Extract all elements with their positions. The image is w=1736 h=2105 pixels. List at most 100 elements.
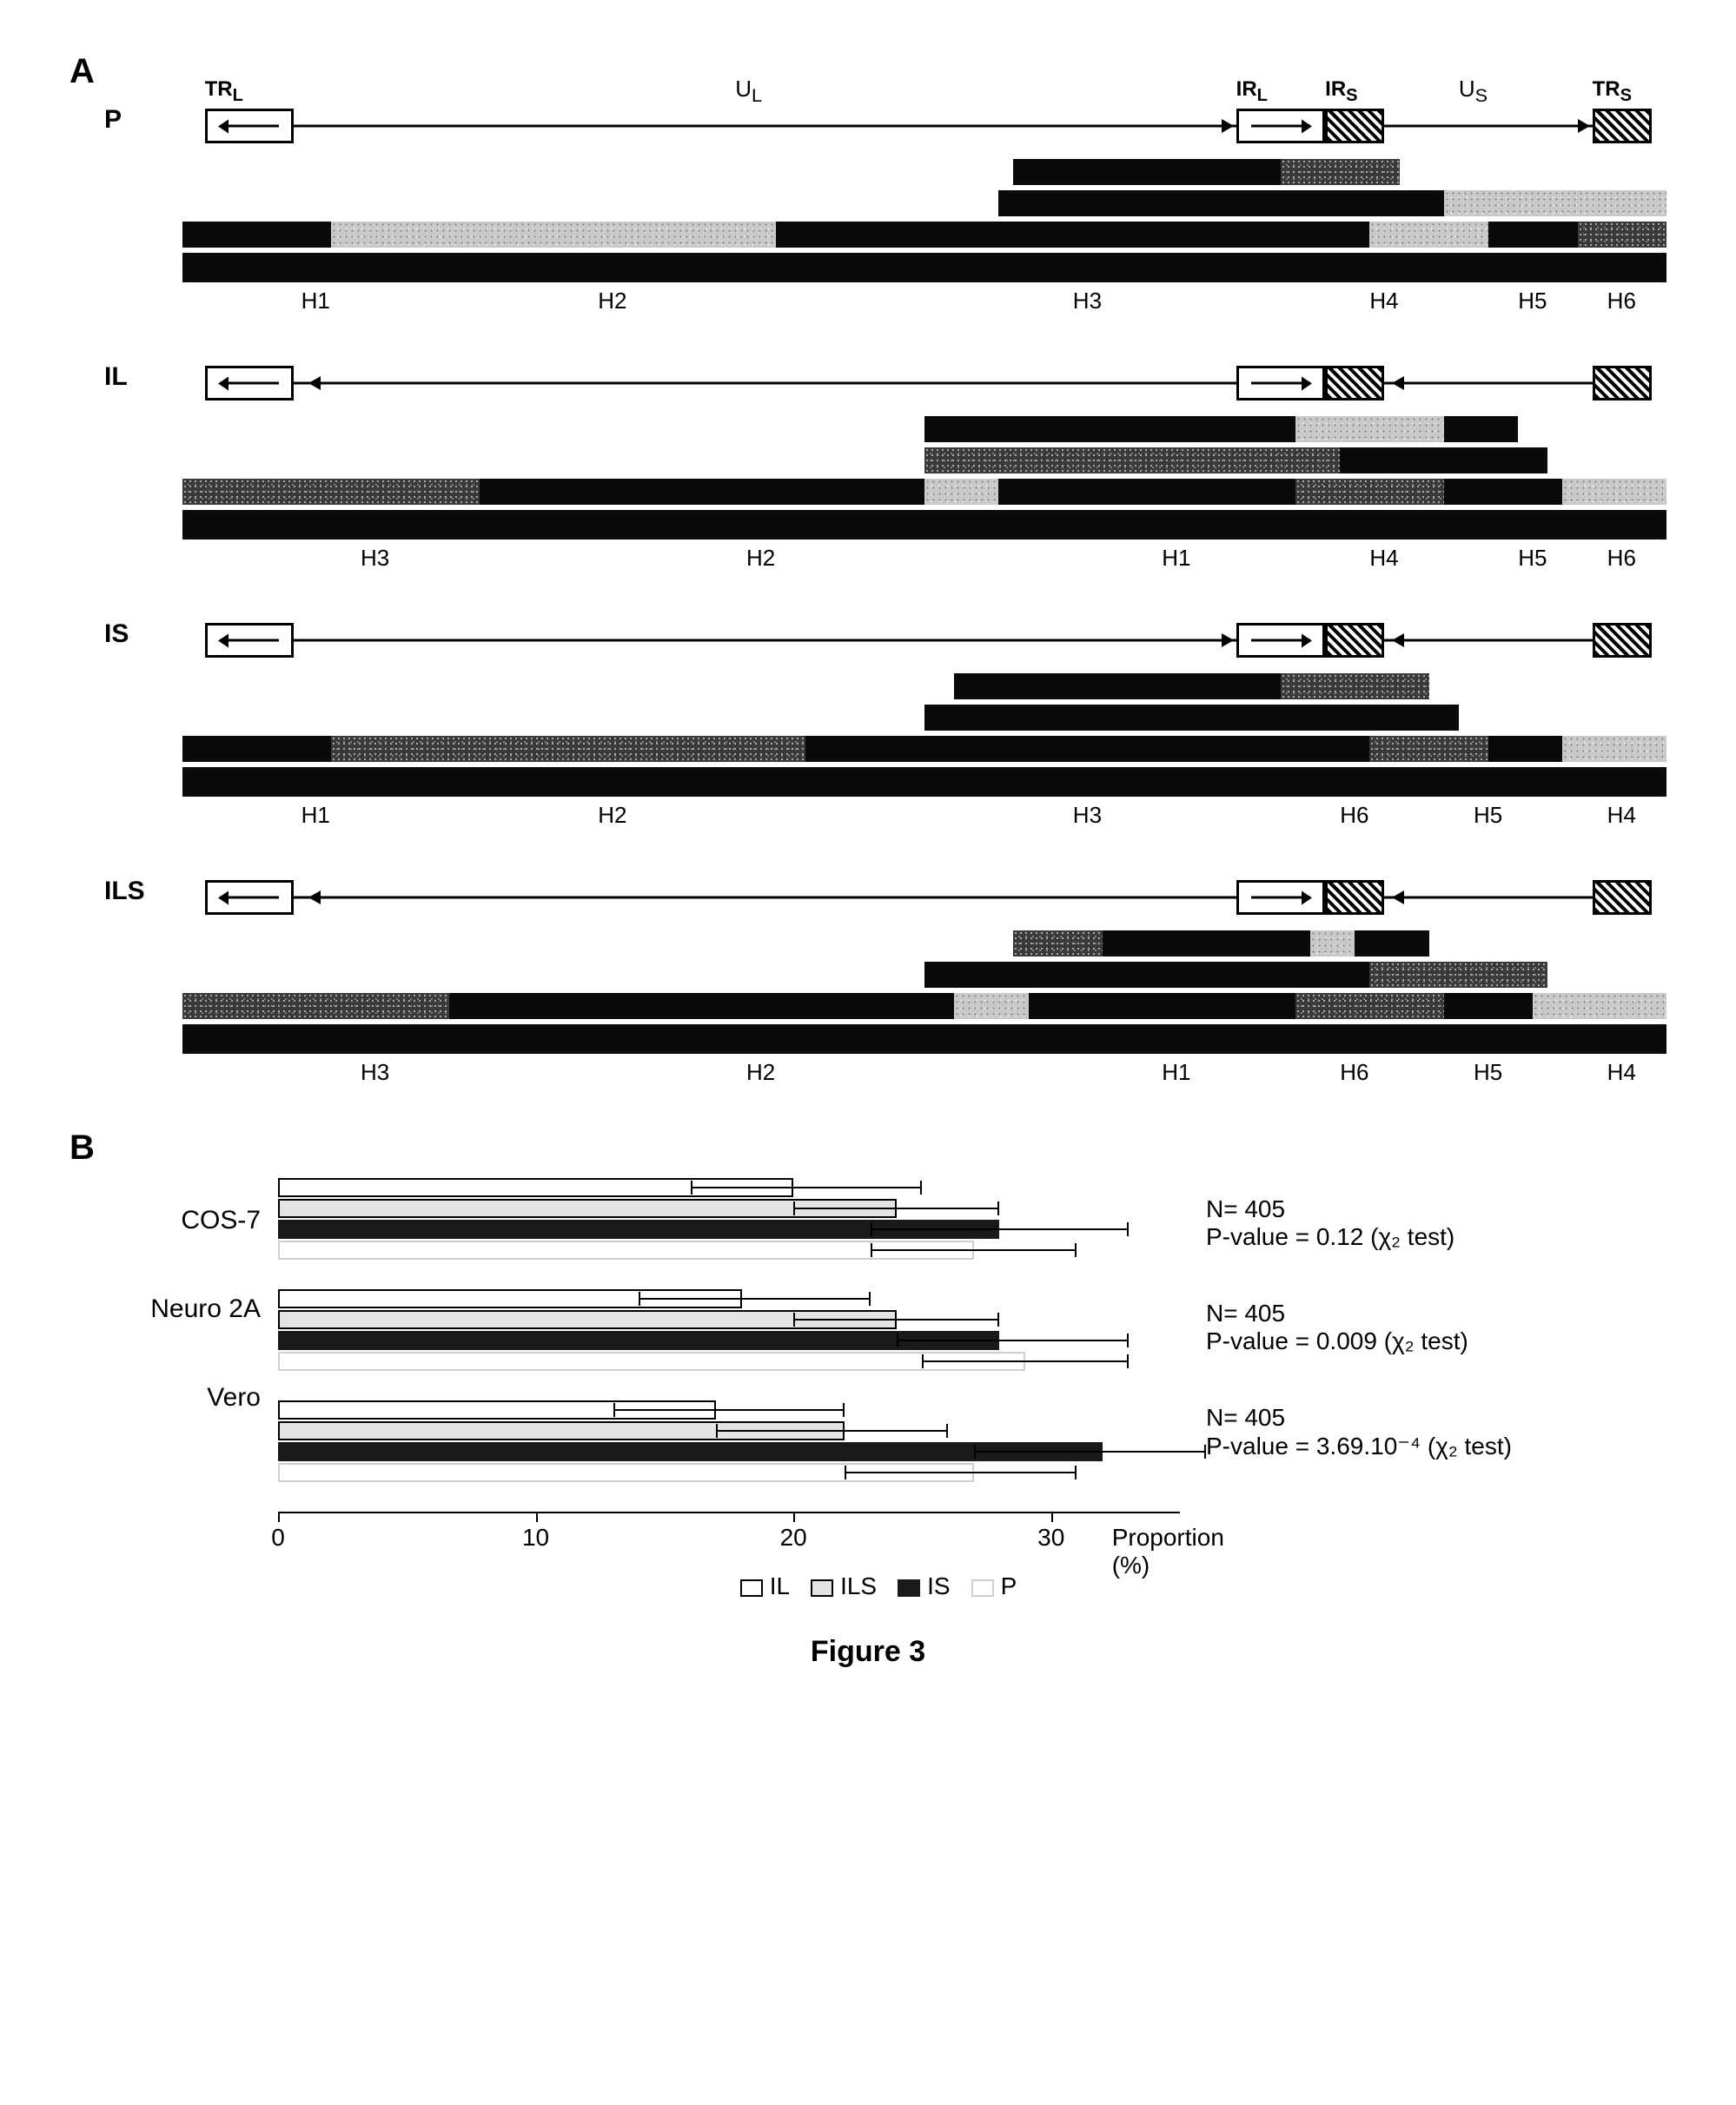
stat-pvalue: P-value = 0.009 (χ₂ test) (1206, 1327, 1666, 1355)
error-bar (716, 1430, 948, 1432)
stat-pvalue: P-value = 0.12 (χ₂ test) (1206, 1223, 1666, 1251)
fragment-label: H1 (1162, 545, 1190, 572)
gel-lane (182, 479, 1666, 505)
gel-lane (182, 253, 1666, 282)
stat-pvalue: P-value = 3.69.10⁻⁴ (χ₂ test) (1206, 1432, 1666, 1460)
bar-group (278, 1178, 1180, 1260)
gel-lane (182, 159, 1666, 185)
group-label: Vero (104, 1354, 278, 1413)
panel-a: PTRLULIRLIRSUSTRSH1H2H3H4H5H6ILH3H2H1H4H… (70, 100, 1666, 1085)
gel-lane (182, 736, 1666, 762)
bar-P (278, 1352, 1025, 1371)
fragment-label: H5 (1474, 1059, 1502, 1086)
error-bar (639, 1298, 871, 1300)
bar-group (278, 1289, 1180, 1371)
fragment-label: H3 (361, 545, 389, 572)
gel-lane (182, 1024, 1666, 1054)
fragment-label: H1 (301, 802, 330, 829)
stat-n: N= 405 (1206, 1300, 1666, 1327)
fragment-labels: H1H2H3H4H5H6 (182, 288, 1666, 314)
schematic-label: TRL (205, 77, 243, 106)
x-tick-label: 10 (522, 1524, 549, 1552)
gel-lane (182, 767, 1666, 797)
bar-IS (278, 1331, 999, 1350)
gel-lane (182, 222, 1666, 248)
fragment-label: H3 (361, 1059, 389, 1086)
fragment-label: H4 (1607, 1059, 1636, 1086)
error-bar (871, 1249, 1077, 1251)
fragment-label: H3 (1073, 802, 1102, 829)
x-tick-label: 20 (780, 1524, 807, 1552)
error-bar (793, 1319, 999, 1321)
legend: IL ILS IS P (70, 1572, 1666, 1600)
error-bar (922, 1360, 1128, 1362)
fragment-label: H1 (301, 288, 330, 314)
legend-swatch (898, 1579, 920, 1597)
gel-lane (182, 962, 1666, 988)
legend-label: IL (770, 1572, 790, 1599)
x-axis: 0102030Proportion (%) (278, 1512, 1180, 1555)
fragment-label: H4 (1369, 288, 1398, 314)
gel-lane (182, 930, 1666, 957)
error-bar (613, 1409, 845, 1411)
fragment-label: H5 (1518, 545, 1547, 572)
fragment-label: H2 (746, 1059, 775, 1086)
legend-label: P (1001, 1572, 1017, 1599)
genome-name: IL (104, 357, 182, 392)
schematic-label: TRS (1593, 77, 1632, 106)
schematic-label: IRS (1325, 77, 1357, 106)
stat-n: N= 405 (1206, 1195, 1666, 1223)
x-tick-label: 30 (1037, 1524, 1064, 1552)
fragment-labels: H3 H2 H1 H6 H5 H4 (182, 1059, 1666, 1085)
fragment-label: H3 (1073, 288, 1102, 314)
genome-schematic: TRLULIRLIRSUSTRS (182, 100, 1666, 152)
genome-schematic (182, 614, 1666, 666)
fragment-label: H5 (1474, 802, 1502, 829)
panel-a-label: A (70, 52, 1666, 91)
error-bar (793, 1208, 999, 1209)
gel-lane (182, 416, 1666, 442)
stat-n: N= 405 (1206, 1404, 1666, 1432)
bar-P (278, 1241, 974, 1260)
x-tick-label: 0 (271, 1524, 285, 1552)
fragment-labels: H1 H2 H3 H6 H5 H4 (182, 802, 1666, 828)
fragment-label: H2 (598, 802, 626, 829)
x-axis-label: Proportion (%) (1112, 1524, 1224, 1579)
legend-label: ILS (840, 1572, 877, 1599)
genome-schematic (182, 871, 1666, 923)
stats-block: N= 405P-value = 3.69.10⁻⁴ (χ₂ test) (1206, 1385, 1666, 1460)
error-bar (897, 1340, 1129, 1341)
fragment-label: H6 (1340, 802, 1368, 829)
gel-lane (182, 447, 1666, 473)
bar-group (278, 1400, 1180, 1482)
genome-name: ILS (104, 871, 182, 906)
fragment-labels: H3H2H1H4H5H6 (182, 545, 1666, 571)
legend-swatch (811, 1579, 833, 1597)
gel-lane (182, 673, 1666, 699)
group-label: Neuro 2A (104, 1265, 278, 1324)
legend-swatch (971, 1579, 994, 1597)
figure-caption: Figure 3 (70, 1635, 1666, 1669)
group-label: COS-7 (104, 1176, 278, 1235)
fragment-label: H1 (1162, 1059, 1190, 1086)
legend-label: IS (927, 1572, 950, 1599)
schematic-label: IRL (1236, 77, 1268, 106)
panel-b-chart: COS-7Neuro 2AVero 0102030Proportion (%) … (70, 1176, 1666, 1555)
gel-lane (182, 190, 1666, 216)
gel-lane (182, 510, 1666, 539)
fragment-label: H4 (1369, 545, 1398, 572)
schematic-label: US (1459, 76, 1488, 107)
panel-b-label: B (70, 1129, 1666, 1168)
fragment-label: H6 (1340, 1059, 1368, 1086)
error-bar (974, 1451, 1206, 1453)
gel-lane (182, 705, 1666, 731)
error-bar (691, 1187, 923, 1188)
genome-schematic (182, 357, 1666, 409)
stats-block: N= 405P-value = 0.12 (χ₂ test) (1206, 1176, 1666, 1251)
fragment-label: H4 (1607, 802, 1636, 829)
legend-swatch (740, 1579, 763, 1597)
genome-name: IS (104, 614, 182, 649)
gel-lane (182, 993, 1666, 1019)
fragment-label: H6 (1607, 288, 1636, 314)
error-bar (845, 1472, 1077, 1473)
